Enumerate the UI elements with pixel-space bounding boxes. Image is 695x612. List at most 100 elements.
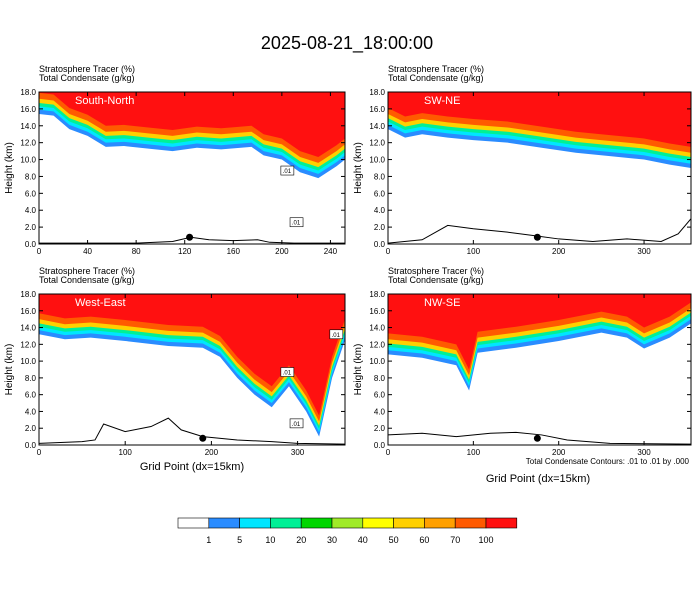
x-tick-label: 0: [386, 448, 391, 457]
location-marker: [199, 434, 207, 442]
x-tick-label: 100: [467, 448, 481, 457]
y-tick-label: 0.0: [374, 441, 386, 450]
x-tick-label: 200: [205, 448, 219, 457]
subtitle-condensate: Total Condensate (g/kg): [39, 73, 135, 83]
panel-sw-ne: SW-NE Stratosphere Tracer (%)Total Conden…: [353, 64, 692, 256]
panel-label: SW-NE: [424, 95, 460, 107]
x-tick-label: 120: [178, 247, 192, 256]
colorbar-label: 100: [478, 535, 493, 545]
y-tick-label: 16.0: [369, 105, 385, 114]
subtitle-condensate: Total Condensate (g/kg): [388, 275, 484, 285]
colorbar: 1 5 10 20 30 40 50 60 70 100: [177, 517, 518, 545]
colorbar-swatch: [454, 517, 487, 529]
colorbar-label: 30: [327, 535, 337, 545]
x-tick-label: 0: [37, 448, 42, 457]
x-tick-label: 100: [119, 448, 133, 457]
y-tick-label: 10.0: [20, 156, 36, 165]
y-tick-label: 10.0: [369, 156, 385, 165]
y-tick-label: 4.0: [25, 206, 37, 215]
figure-title: 2025-08-21_18:00:00: [261, 33, 433, 54]
tracer-band-5: [39, 294, 345, 416]
colorbar-label: 10: [265, 535, 275, 545]
y-tick-label: 18.0: [369, 290, 385, 299]
plot-frame: [387, 91, 692, 245]
y-tick-label: 8.0: [374, 172, 386, 181]
colorbar-swatch: [239, 517, 271, 529]
y-tick-label: 12.0: [369, 139, 385, 148]
colorbar-swatch: [485, 517, 518, 529]
location-marker: [533, 233, 541, 241]
contour-label: .01: [283, 371, 292, 377]
contour-label-box: [289, 217, 304, 228]
x-tick-label: 300: [291, 448, 305, 457]
location-marker: [186, 233, 194, 241]
plot-frame: [38, 293, 346, 446]
contour-label-box: [280, 367, 295, 377]
y-tick-label: 0.0: [25, 441, 37, 450]
y-tick-label: 0.0: [374, 240, 386, 249]
colorbar-swatch: [208, 517, 240, 529]
contour-label: .01: [292, 422, 301, 428]
colorbar-swatch: [331, 517, 364, 529]
colorbar-swatch: [393, 517, 425, 529]
y-axis-label: Height (km): [353, 344, 364, 396]
y-tick-label: 14.0: [369, 122, 385, 131]
y-tick-label: 18.0: [369, 88, 385, 97]
panel-south-north: South-North Stratosphere Tracer (%)Total …: [4, 64, 346, 256]
x-tick-label: 300: [637, 448, 651, 457]
y-tick-label: 8.0: [25, 374, 37, 383]
colorbar-swatch: [424, 517, 456, 529]
contour-label-box: [280, 165, 295, 176]
colorbar-label: 40: [358, 535, 368, 545]
panel-label: South-North: [75, 95, 134, 107]
colorbar-label: 20: [296, 535, 306, 545]
y-tick-label: 6.0: [374, 189, 386, 198]
terrain-line: [388, 431, 691, 445]
y-tick-label: 12.0: [20, 340, 36, 349]
y-tick-label: 16.0: [369, 307, 385, 316]
y-tick-label: 2.0: [374, 223, 386, 232]
y-tick-label: 8.0: [374, 374, 386, 383]
y-tick-label: 10.0: [369, 357, 385, 366]
y-tick-label: 2.0: [25, 424, 37, 433]
x-axis-label-right: Grid Point (dx=15km): [486, 473, 590, 485]
subtitle-tracer: Stratosphere Tracer (%): [39, 266, 135, 276]
colorbar-label: 70: [450, 535, 460, 545]
x-tick-label: 200: [275, 247, 289, 256]
panel-label: NW-SE: [424, 297, 460, 309]
subtitle-tracer: Stratosphere Tracer (%): [388, 64, 484, 74]
colorbar-swatch: [177, 517, 210, 529]
x-tick-label: 100: [467, 247, 481, 256]
x-tick-label: 200: [552, 247, 566, 256]
y-tick-label: 2.0: [374, 424, 386, 433]
y-axis-label: Height (km): [353, 142, 364, 194]
colorbar-swatch: [300, 517, 333, 529]
x-axis-label-left: Grid Point (dx=15km): [140, 461, 244, 473]
y-tick-label: 4.0: [25, 407, 37, 416]
contour-label: .01: [283, 169, 292, 175]
subtitle-tracer: Stratosphere Tracer (%): [388, 266, 484, 276]
subtitle-tracer: Stratosphere Tracer (%): [39, 64, 135, 74]
tracer-band-5: [388, 92, 691, 147]
y-tick-label: 0.0: [25, 240, 37, 249]
x-tick-label: 300: [637, 247, 651, 256]
x-tick-label: 240: [324, 247, 338, 256]
y-tick-label: 12.0: [20, 139, 36, 148]
panel-west-east: West-East Stratosphere Tracer (%)Total Co…: [4, 266, 346, 457]
contour-label-box: [289, 418, 304, 429]
y-tick-label: 14.0: [369, 324, 385, 333]
x-tick-label: 0: [37, 247, 42, 256]
y-tick-label: 4.0: [374, 206, 386, 215]
y-tick-label: 8.0: [25, 172, 37, 181]
plot-frame: [38, 91, 346, 245]
contour-label-box: [329, 329, 344, 340]
x-tick-label: 0: [386, 247, 391, 256]
y-tick-label: 18.0: [20, 290, 36, 299]
y-tick-label: 6.0: [25, 189, 37, 198]
y-tick-label: 10.0: [20, 357, 36, 366]
location-marker: [533, 434, 541, 442]
colorbar-label: 1: [206, 535, 211, 545]
terrain-line: [388, 218, 691, 244]
